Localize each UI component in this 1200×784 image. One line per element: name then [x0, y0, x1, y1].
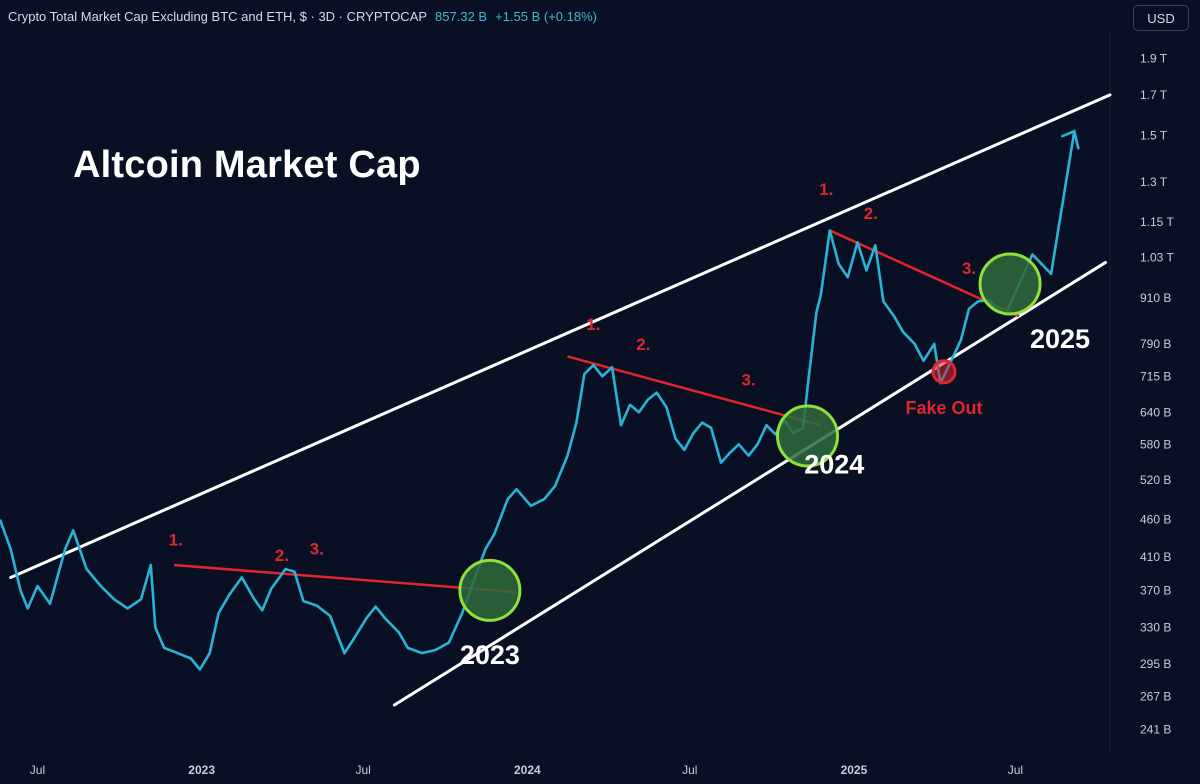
y-tick-label: 330 B [1140, 621, 1171, 635]
y-tick-label: 1.7 T [1140, 88, 1168, 102]
channel-line [392, 260, 1108, 707]
y-tick-label: 715 B [1140, 369, 1171, 383]
y-tick-label: 295 B [1140, 657, 1171, 671]
breakout-circle [978, 252, 1042, 316]
breakout-circle [776, 404, 840, 468]
y-tick-label: 1.3 T [1140, 175, 1168, 189]
breakout-circle [458, 558, 522, 622]
year-label: 2025 [1030, 324, 1090, 354]
step-label: 3. [310, 540, 324, 559]
fakeout-circle [931, 359, 957, 385]
y-tick-label: 790 B [1140, 337, 1171, 351]
step-label: 1. [586, 315, 600, 334]
year-label: 2024 [804, 450, 864, 480]
y-tick-label: 520 B [1140, 473, 1171, 487]
x-tick-label: Jul [30, 763, 45, 777]
price-line [0, 229, 1007, 671]
step-label: 1. [819, 180, 833, 199]
projection-arrowhead [1061, 129, 1080, 150]
step-label: 3. [742, 371, 756, 390]
y-tick-label: 410 B [1140, 550, 1171, 564]
y-tick-label: 267 B [1140, 689, 1171, 703]
channel-line [9, 93, 1112, 579]
year-label: 2023 [460, 640, 520, 670]
step-label: 2. [275, 546, 289, 565]
step-label: 2. [636, 335, 650, 354]
y-tick-label: 1.15 T [1140, 215, 1174, 229]
price-change: +1.55 B (+0.18%) [495, 9, 597, 24]
x-tick-label: 2024 [514, 763, 541, 777]
last-price: 857.32 B [435, 9, 488, 24]
x-tick-label: Jul [682, 763, 697, 777]
x-tick-label: Jul [355, 763, 370, 777]
y-tick-label: 460 B [1140, 513, 1171, 527]
step-label: 2. [864, 204, 878, 223]
y-tick-label: 580 B [1140, 437, 1171, 451]
y-tick-label: 370 B [1140, 583, 1171, 597]
y-tick-label: 1.03 T [1140, 251, 1174, 265]
y-tick-label: 910 B [1140, 291, 1171, 305]
chart-title: Altcoin Market Cap [73, 144, 421, 186]
y-tick-label: 640 B [1140, 405, 1171, 419]
fakeout-label: Fake Out [906, 398, 983, 418]
currency-button[interactable]: USD [1133, 5, 1189, 31]
step-label: 3. [962, 259, 976, 278]
resistance-line [567, 355, 822, 427]
symbol-header: Crypto Total Market Cap Excluding BTC an… [8, 9, 597, 24]
x-tick-label: 2023 [188, 763, 215, 777]
y-tick-label: 1.5 T [1140, 129, 1168, 143]
x-tick-label: Jul [1008, 763, 1023, 777]
y-tick-label: 241 B [1140, 723, 1171, 737]
y-tick-label: 1.9 T [1140, 52, 1168, 66]
symbol-title[interactable]: Crypto Total Market Cap Excluding BTC an… [8, 9, 428, 24]
step-label: 1. [169, 530, 183, 549]
x-tick-label: 2025 [841, 763, 868, 777]
